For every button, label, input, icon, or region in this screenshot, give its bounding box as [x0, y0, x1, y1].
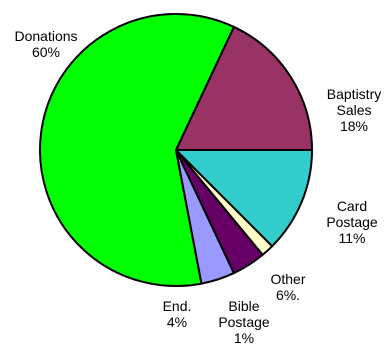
pie-slice-baptistry-sales — [175, 25, 313, 151]
label-bible-postage: Bible Postage 1% — [218, 298, 270, 344]
label-donations: Donations 60% — [14, 28, 78, 60]
label-end: End. 4% — [162, 298, 192, 330]
label-other: Other 6%. — [270, 271, 306, 303]
pie-slices — [39, 13, 313, 287]
label-baptistry-sales: Baptistry Sales 18% — [326, 86, 382, 134]
pie-slice-donations — [39, 13, 235, 287]
pie-slice-card-postage — [175, 149, 313, 248]
label-card-postage: Card Postage 11% — [326, 198, 378, 246]
